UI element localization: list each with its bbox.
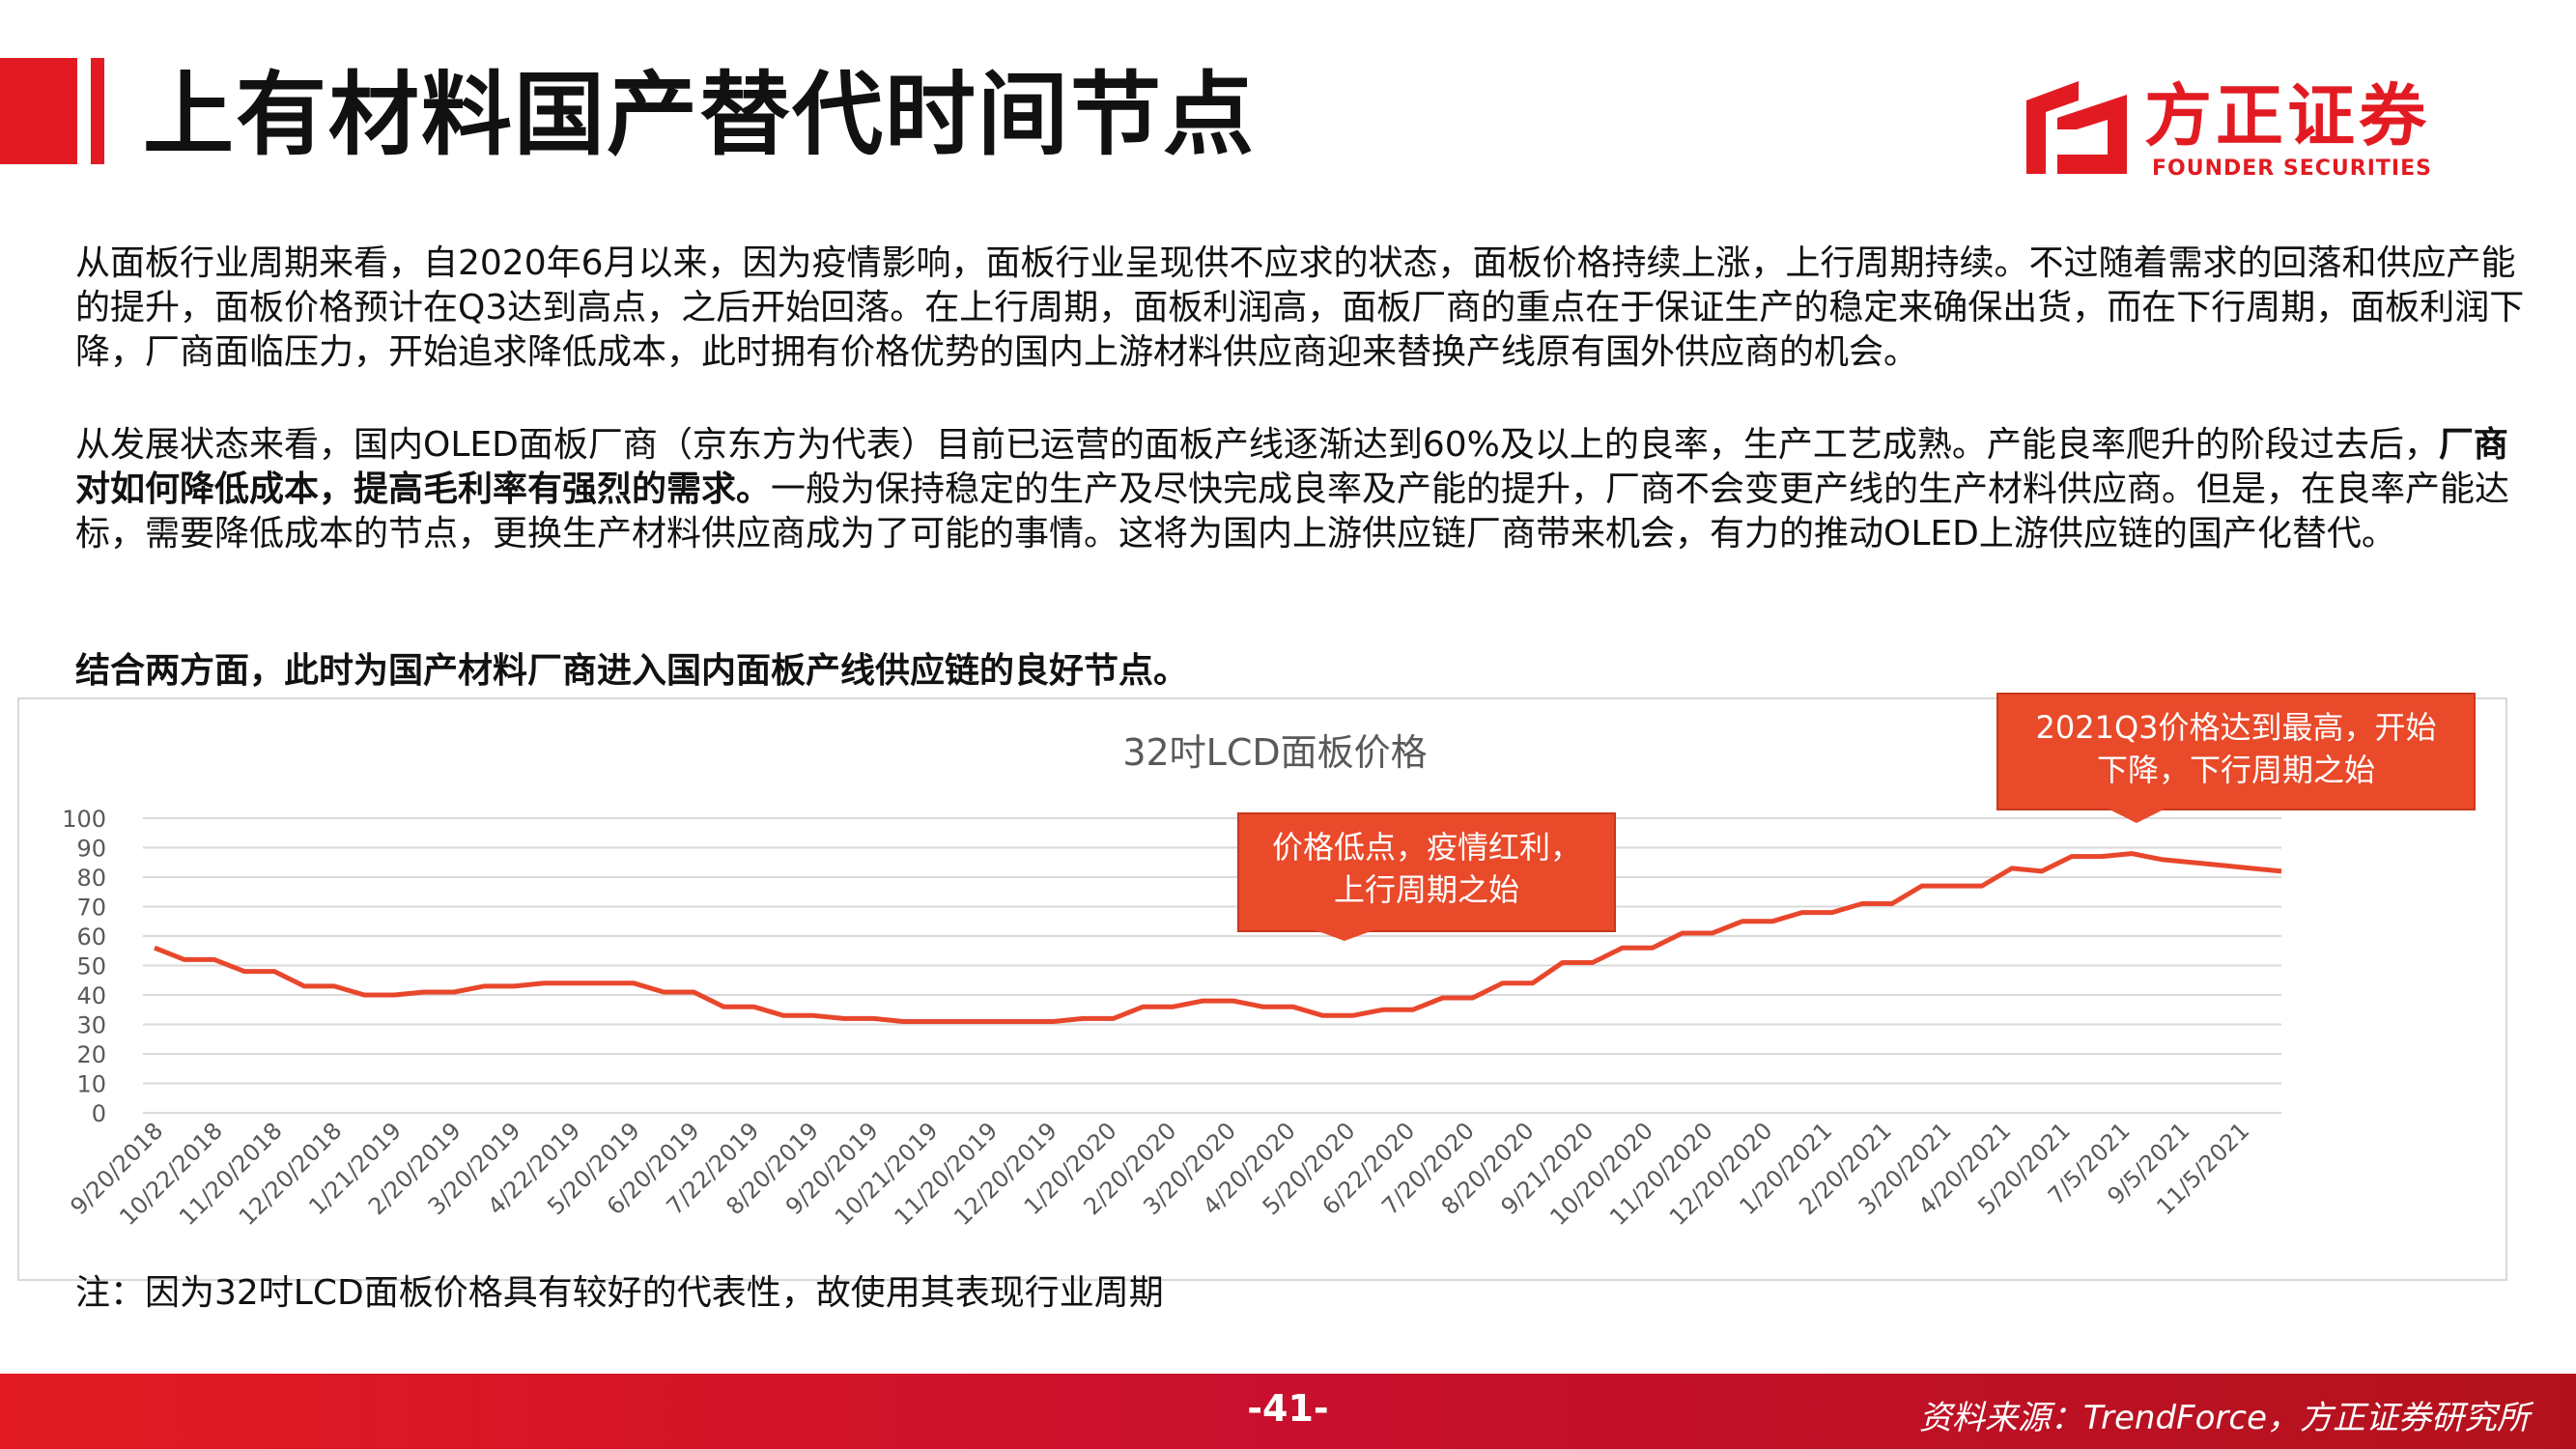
y-tick-label: 30 [76,1012,106,1039]
y-tick-label: 60 [76,923,106,951]
logo-text-en: FOUNDER SECURITIES [2152,156,2432,181]
series-line [154,851,2282,1024]
y-tick-label: 10 [76,1071,106,1098]
callout-box: 价格低点，疫情红利， 上行周期之始 [1237,812,1616,941]
paragraph-text: 一般为保持稳定的生产及尽快完成良率及产能的提升，厂商不会变更产线的生产材料供应商… [75,469,2510,554]
chart-title: 32吋LCD面板价格 [1122,731,1427,774]
paragraph-text: 从发展状态来看，国内OLED面板厂商（京东方为代表）目前已运营的面板产线逐渐达到… [75,425,2439,465]
callout-text: 下降，下行周期之始 [2097,752,2375,788]
y-tick-label: 90 [76,836,106,863]
y-tick-label: 100 [62,806,106,833]
y-tick-label: 20 [76,1041,106,1068]
callout-text: 价格低点，疫情红利， [1272,829,1581,866]
logo-mark-icon [2026,81,2127,174]
source-text: 资料来源：TrendForce，方正证券研究所 [1918,1399,2530,1437]
paragraph-conclusion: 结合两方面，此时为国产材料厂商进入国内面板产线供应链的良好节点。 [75,651,1189,691]
chart-note: 注：因为32吋LCD面板价格具有较好的代表性，故使用其表现行业周期 [75,1273,1164,1313]
y-tick-label: 50 [76,953,106,980]
y-tick-label: 80 [76,865,106,892]
header-accent-stripe [91,58,104,164]
callout-text: 上行周期之始 [1334,871,1519,908]
callout-text: 2021Q3价格达到最高，开始 [2036,709,2437,746]
y-tick-label: 0 [92,1100,106,1127]
paragraph-development-status: 从发展状态来看，国内OLED面板厂商（京东方为代表）目前已运营的面板产线逐渐达到… [75,423,2529,556]
page-title: 上有材料国产替代时间节点 [143,63,1257,168]
paragraph-industry-cycle: 从面板行业周期来看，自2020年6月以来，因为疫情影响，面板行业呈现供不应求的状… [75,243,2525,372]
chart-frame [17,697,2507,1281]
footer-bar: -41- 资料来源：TrendForce，方正证券研究所 [0,1374,2576,1449]
header-accent-bar [0,58,77,164]
y-tick-label: 70 [76,895,106,922]
y-tick-label: 40 [76,982,106,1009]
logo-text-cn: 方正证券 [2144,76,2430,156]
page-number: -41- [1247,1387,1329,1430]
paragraph-bold-text: 厂商对如何降低成本，提高毛利率有强烈的需求。 [75,425,2508,509]
company-logo: 方正证券 FOUNDER SECURITIES [2019,73,2473,189]
